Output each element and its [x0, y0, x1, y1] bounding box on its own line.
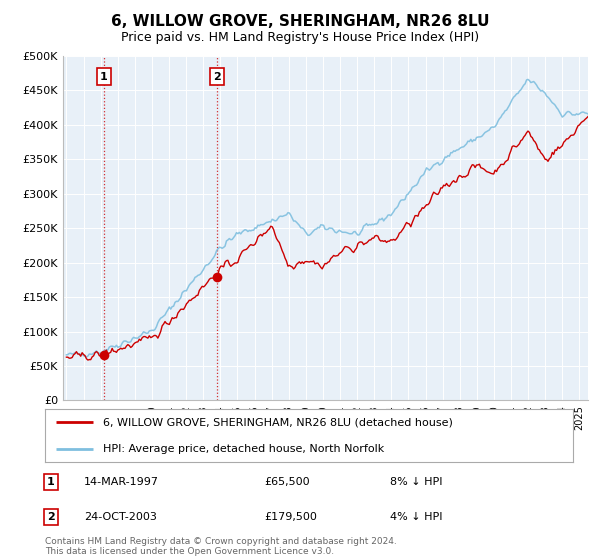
Text: Price paid vs. HM Land Registry's House Price Index (HPI): Price paid vs. HM Land Registry's House …: [121, 31, 479, 44]
Text: 6, WILLOW GROVE, SHERINGHAM, NR26 8LU (detached house): 6, WILLOW GROVE, SHERINGHAM, NR26 8LU (d…: [103, 417, 453, 427]
Text: 2: 2: [47, 512, 55, 522]
Text: 6, WILLOW GROVE, SHERINGHAM, NR26 8LU: 6, WILLOW GROVE, SHERINGHAM, NR26 8LU: [111, 14, 489, 29]
Text: 2: 2: [213, 72, 221, 82]
Text: Contains HM Land Registry data © Crown copyright and database right 2024.
This d: Contains HM Land Registry data © Crown c…: [45, 537, 397, 557]
Text: 24-OCT-2003: 24-OCT-2003: [84, 512, 157, 522]
Text: 1: 1: [47, 477, 55, 487]
Text: £179,500: £179,500: [264, 512, 317, 522]
Text: 4% ↓ HPI: 4% ↓ HPI: [390, 512, 443, 522]
Text: £65,500: £65,500: [264, 477, 310, 487]
Text: 8% ↓ HPI: 8% ↓ HPI: [390, 477, 443, 487]
Text: 14-MAR-1997: 14-MAR-1997: [84, 477, 159, 487]
Text: HPI: Average price, detached house, North Norfolk: HPI: Average price, detached house, Nort…: [103, 444, 385, 454]
Text: 1: 1: [100, 72, 108, 82]
